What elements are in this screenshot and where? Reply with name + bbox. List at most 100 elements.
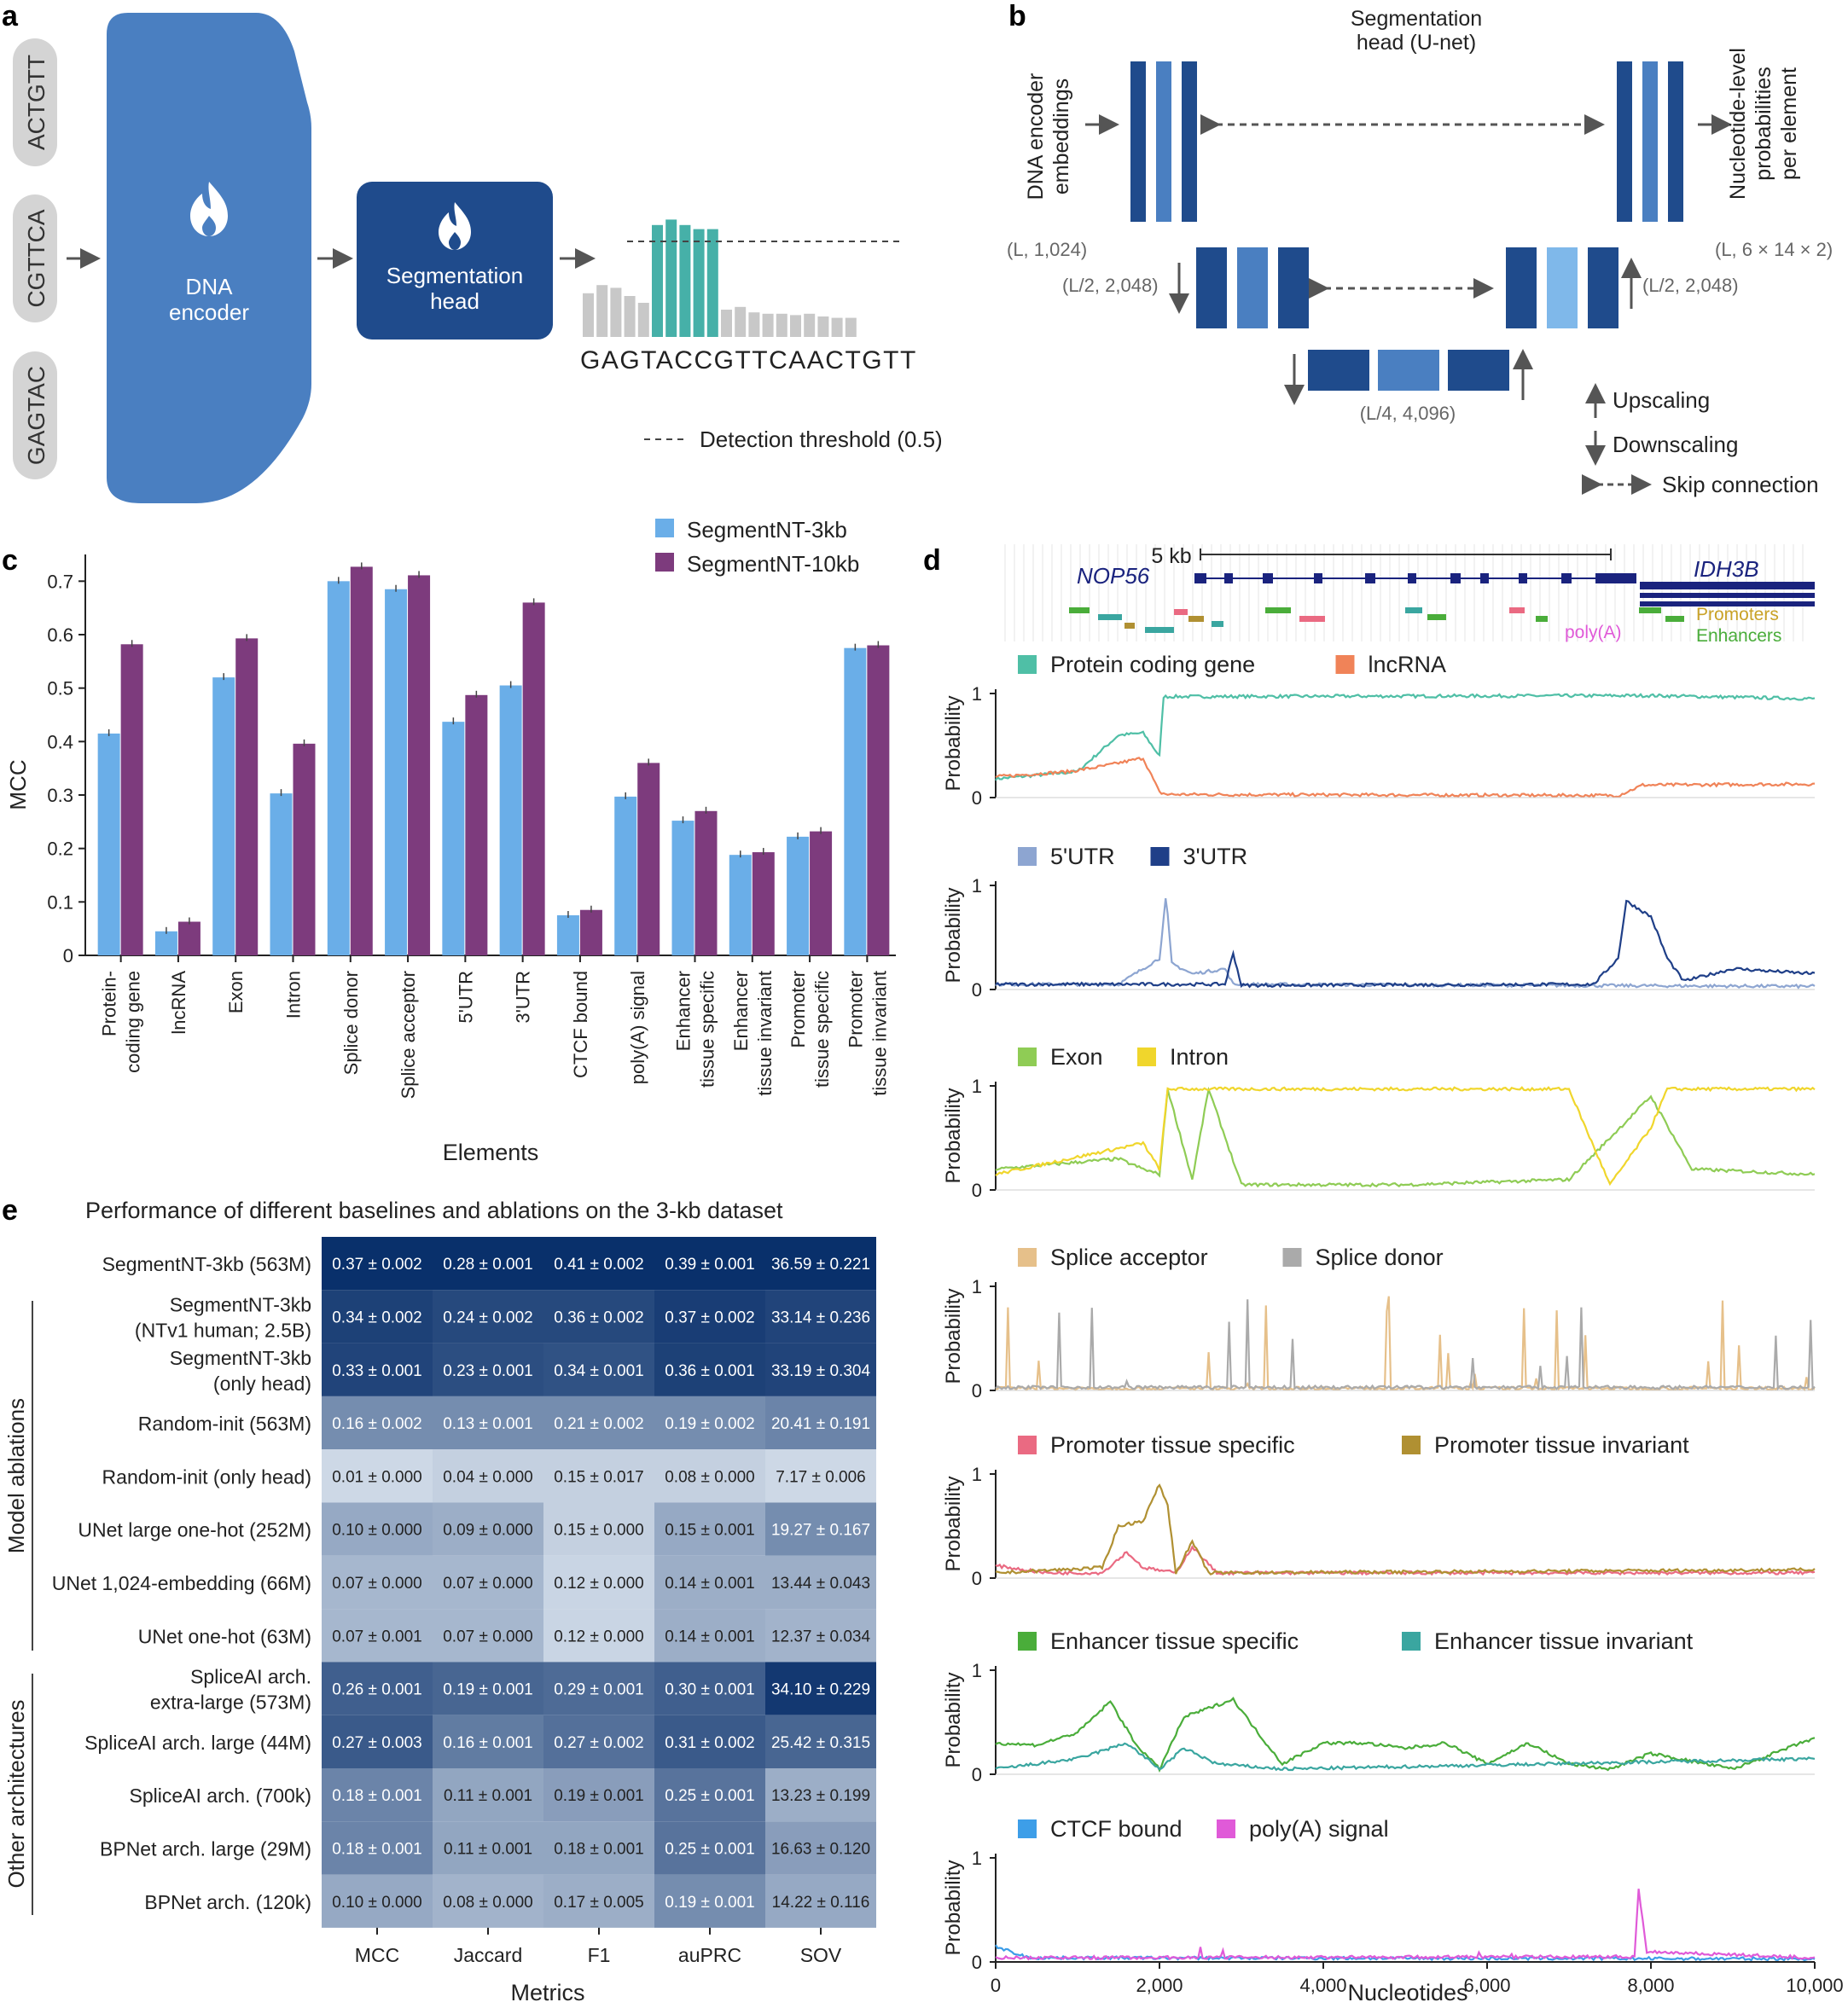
row-label: BPNet arch. large (29M) [100, 1837, 311, 1860]
unet-layer-bar [1182, 61, 1197, 222]
cell-value: 0.19 ± 0.001 [554, 1787, 644, 1805]
table-cell [765, 1609, 876, 1663]
probability-line [995, 1296, 1816, 1392]
table-cell [433, 1290, 543, 1344]
y-tick-label: 0.4 [47, 731, 73, 752]
metrics-table: 0.37 ± 0.002 0.28 ± 0.001 0.41 ± 0.002 0.39… [52, 1237, 876, 1966]
probability-line [995, 1086, 1816, 1187]
bar [844, 647, 867, 955]
y-tick-label: 0.1 [47, 891, 73, 913]
cell-value: 0.37 ± 0.002 [332, 1256, 422, 1274]
table-cell [654, 1874, 765, 1928]
regulatory-element [1098, 614, 1122, 620]
unet-layer-bar [1130, 61, 1146, 222]
x-tick-label: 10,000 [1786, 1975, 1843, 1996]
bar [350, 566, 373, 955]
table-cell [765, 1290, 876, 1344]
y-tick-label: 1 [972, 683, 982, 705]
output-bar [679, 224, 691, 337]
cell-value: 0.29 ± 0.001 [554, 1681, 644, 1699]
legend-label-10kb: SegmentNT-10kb [687, 551, 859, 577]
output-bar [706, 229, 718, 337]
x-tick-label: 4,000 [1299, 1975, 1346, 1996]
output-sequence: GAGTACCGTTCAACTGTT [580, 346, 917, 374]
legend-swatch [1018, 847, 1037, 866]
output-bar [652, 224, 663, 337]
output-bar [831, 317, 843, 337]
x-tick-label: CTCF bound [570, 971, 591, 1078]
table-cell [322, 1821, 433, 1875]
legend-label: CTCF bound [1050, 1816, 1183, 1842]
gene-label-right: IDH3B [1694, 556, 1759, 582]
table-cell [433, 1237, 543, 1291]
probability-line [995, 1483, 1816, 1576]
legend-swatch [1335, 655, 1355, 674]
table-cell [433, 1343, 543, 1396]
bar [579, 909, 602, 955]
y-axis-label: Probability [942, 1288, 965, 1384]
row-label: SpliceAI arch. (700k) [130, 1785, 311, 1807]
x-tick-label: coding gene [123, 971, 144, 1073]
unet-layer-bar [1506, 247, 1537, 328]
cell-value: 0.15 ± 0.017 [554, 1468, 644, 1486]
table-cell [654, 1609, 765, 1663]
regulatory-element [1427, 614, 1446, 620]
row-label: (only head) [213, 1373, 311, 1395]
row-label: extra-large (573M) [150, 1692, 311, 1714]
legend-label: lncRNA [1369, 652, 1447, 677]
x-tick-label: Enhancer [730, 971, 752, 1051]
bar [442, 722, 465, 955]
output-label-line: probabilities [1752, 67, 1775, 180]
y-tick-label: 0 [972, 1568, 982, 1589]
row-label: SpliceAI arch. large (44M) [84, 1732, 311, 1754]
group-label-ablations: Model ablations [3, 1398, 29, 1553]
dim-level3: (L/4, 4,096) [1360, 403, 1456, 424]
table-cell [433, 1396, 543, 1450]
table-cell [543, 1449, 654, 1503]
table-cell [322, 1396, 433, 1450]
x-tick-label: poly(A) signal [627, 971, 648, 1084]
y-tick-label: 0 [972, 979, 982, 1001]
cell-value: 0.16 ± 0.001 [443, 1734, 533, 1752]
cell-value: 0.27 ± 0.003 [332, 1734, 422, 1752]
cell-value: 0.07 ± 0.000 [443, 1628, 533, 1645]
probability-panel: Splice acceptor Splice donor 1 0 Probability [942, 1245, 1816, 1402]
legend-label: Splice acceptor [1050, 1245, 1208, 1270]
unet-layer-bar [1588, 247, 1618, 328]
column-label: auPRC [678, 1944, 741, 1966]
cell-value: 0.16 ± 0.002 [332, 1415, 422, 1433]
cell-value: 16.63 ± 0.120 [771, 1840, 870, 1858]
output-bars [583, 219, 857, 337]
regulatory-element [1069, 607, 1090, 613]
regulatory-element [1145, 627, 1174, 633]
regulatory-element [1174, 609, 1188, 615]
x-tick-label: Promoter [845, 971, 866, 1048]
unet-layer-bar [1378, 350, 1439, 391]
legend-swatch-3kb [655, 519, 674, 537]
y-tick-label: 1 [972, 1464, 982, 1485]
sequence-text: CGTTCA [23, 209, 49, 307]
table-cell [322, 1290, 433, 1344]
legend-label: Splice donor [1316, 1245, 1444, 1270]
bar [97, 733, 120, 955]
table-cell [322, 1768, 433, 1822]
table-cell [765, 1396, 876, 1450]
exon-block [1194, 573, 1206, 583]
table-cell [765, 1715, 876, 1768]
dim-level2-right: (L/2, 2,048) [1642, 275, 1739, 296]
head-label-line: Segmentation [386, 263, 523, 288]
x-axis-label: Metrics [511, 1980, 585, 2004]
scale-label: 5 kb [1151, 544, 1191, 568]
cell-value: 0.12 ± 0.000 [554, 1628, 644, 1645]
column-label: F1 [588, 1944, 611, 1966]
sequence-pill [13, 38, 57, 166]
table-cell [322, 1449, 433, 1503]
regulatory-element [1639, 607, 1661, 613]
table-cell [543, 1502, 654, 1556]
bar [499, 685, 522, 955]
legend-swatch [1018, 1819, 1037, 1838]
y-tick-label: 0 [972, 1764, 982, 1785]
flame-icon [190, 182, 228, 236]
column-label: MCC [355, 1944, 399, 1966]
